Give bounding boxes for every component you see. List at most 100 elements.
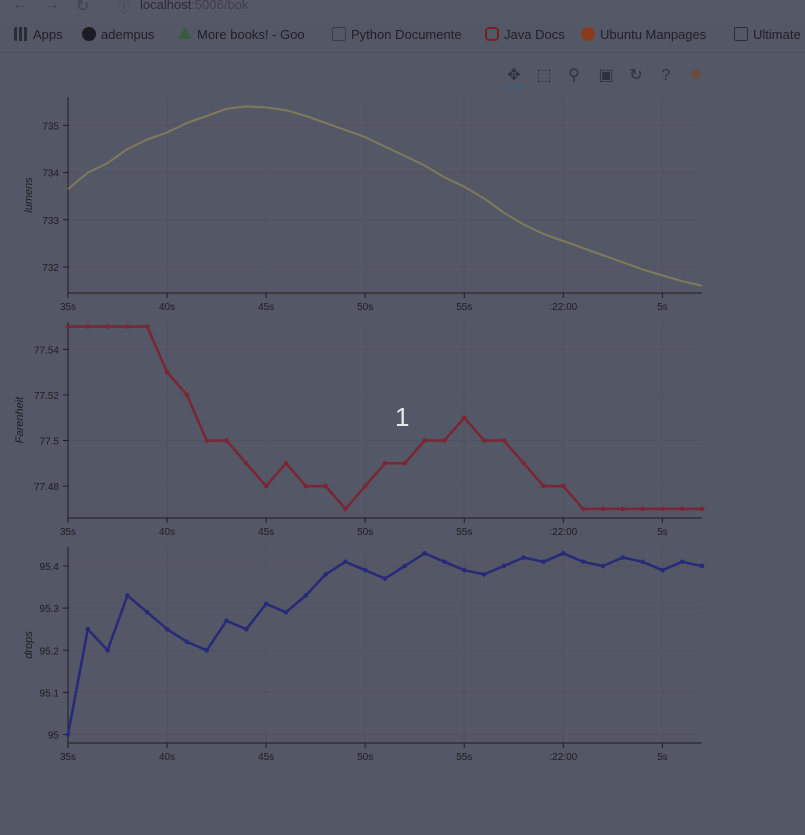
y-tick-label: 77.54 [34,345,59,356]
bookmark-label: Apps [33,27,63,42]
chart-farenheit: 35s 40s 45s 50s 55s:22:00 5s 77.48 77.5 77.52 77.… [14,322,705,538]
y-tick-label: 95.3 [40,604,60,615]
python-doc-icon [332,27,346,41]
x-tick-label: 35s [60,752,76,763]
y-tick-label: 733 [42,216,59,227]
data-point [85,324,91,329]
ubuntu-icon [581,27,595,41]
data-point [600,506,606,512]
data-point [461,415,467,421]
bookmark-page-icon [734,27,748,41]
data-point [640,559,645,565]
data-point [263,601,269,607]
data-point [244,626,249,632]
data-point [580,506,586,512]
save-tool-icon[interactable]: ▣ [598,67,614,84]
y-tick-label: 77.48 [34,482,59,493]
forward-arrow-icon[interactable]: → [44,0,60,13]
data-point [244,461,249,466]
y-tick-label: 735 [42,121,59,132]
data-point [125,324,130,329]
x-tick-label: 5s [657,527,668,538]
data-point [679,506,685,512]
data-point [541,559,546,565]
data-point [442,559,447,565]
google-drive-icon [178,27,192,39]
bookmark-ultimate[interactable]: Ultimate [734,27,805,45]
x-tick-label: 50s [357,302,373,313]
y-tick-label: 77.52 [34,391,59,402]
box-zoom-tool-icon[interactable]: ⬚ [536,67,552,84]
series-line [67,105,703,287]
chart-lumens: 35s 40s 45s 50s 55s:22:00 5s 732 733 734 735 lumen… [23,97,703,313]
data-point [402,461,408,466]
github-icon [82,27,96,41]
data-point [660,567,665,573]
data-point [660,506,665,512]
data-point [561,483,566,489]
wheel-zoom-tool-icon[interactable]: ⚲ [568,67,580,84]
x-tick-label: :22:00 [549,302,577,313]
data-point [65,732,71,737]
bookmark-ubuntu-manpages[interactable]: Ubuntu Manpages [581,27,719,45]
data-point [382,461,388,466]
bokeh-logo-icon[interactable]: ✺ [689,67,703,84]
data-point [85,626,91,632]
bookmark-more-books[interactable]: More books! - Goo [178,27,316,45]
data-point [501,438,507,443]
x-tick-label: 55s [456,752,472,763]
data-point [362,483,368,489]
bookmark-python-docs[interactable]: Python Documente [332,27,472,45]
data-point [640,506,645,512]
x-tick-label: 55s [456,527,472,538]
bookmark-apps[interactable]: Apps [14,27,72,45]
data-point [224,618,229,624]
bookmark-label: Java Docs [504,27,565,42]
data-point [402,563,408,569]
data-point [679,559,685,565]
help-tool-icon[interactable]: ? [661,67,671,84]
data-point [125,593,130,598]
data-point [184,639,190,645]
series-line [68,325,702,511]
bookmark-label: adempus [101,27,155,42]
y-tick-label: 95 [48,731,60,742]
pan-tool-icon[interactable]: ✥ [504,66,524,88]
data-point [382,576,388,581]
reload-icon[interactable]: ↻ [76,0,90,15]
y-tick-label: 734 [42,169,59,180]
data-point [521,555,526,560]
apps-grid-icon [14,27,28,41]
back-arrow-icon[interactable]: ← [12,0,28,13]
data-point [422,551,427,556]
data-point [323,572,328,577]
data-point [283,461,289,466]
address-bar[interactable]: localhost:5006/bok [140,0,248,12]
data-point [600,563,606,569]
data-point [461,567,467,573]
bookmark-label: Ultimate [753,27,801,42]
x-tick-label: 40s [159,302,175,313]
x-tick-label: 45s [258,752,274,763]
x-tick-label: 40s [159,752,175,763]
bookmarks-bar: Apps adempus More books! - Goo Python Do… [0,22,805,50]
data-point [343,559,348,565]
data-point [144,610,150,615]
data-point [184,392,190,398]
overlay-number: 1 [395,402,410,432]
data-point [541,483,546,489]
bookmark-label: Python Documente [351,27,462,42]
data-point [481,438,487,443]
reset-tool-icon[interactable]: ↻ [629,67,643,84]
x-tick-label: 55s [456,302,472,313]
data-point [620,555,626,560]
info-icon[interactable]: ⓘ [118,0,131,14]
y-tick-label: 95.1 [40,688,60,699]
bookmark-java-docs[interactable]: Java Docs [485,27,575,45]
x-tick-label: 35s [60,527,76,538]
data-point [561,551,566,556]
x-tick-label: 50s [357,752,373,763]
bookmark-adempus[interactable]: adempus [82,27,168,45]
data-point [144,324,150,329]
